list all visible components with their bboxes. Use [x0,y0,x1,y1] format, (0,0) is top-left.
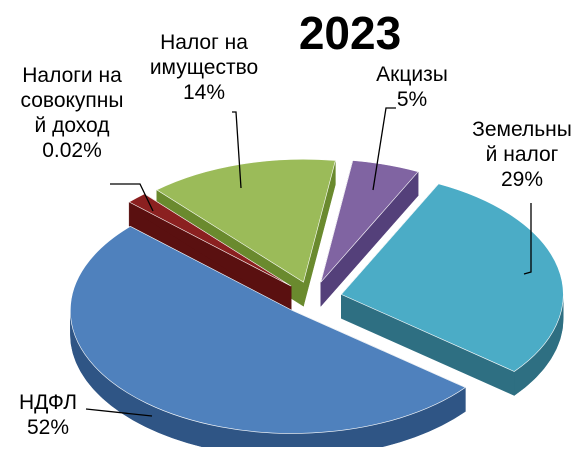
slice-5 [320,160,419,307]
slice-label-4-line-3: 14% [183,81,225,104]
leader-line-5 [372,107,396,191]
slice-top [70,226,466,434]
slice-1 [340,183,564,396]
leader-line-3 [110,183,154,212]
slice-3 [128,193,292,311]
slice-label-4-line-2: имущество [150,56,258,79]
slice-top [340,183,564,372]
leader-line-4 [232,111,242,189]
slices-layer [70,158,564,452]
leader-line-1 [523,203,532,275]
slice-label-3-line-4: 0.02% [42,139,102,162]
slice-top [156,158,336,283]
slice-label-3-line-2: совокупны [20,89,123,112]
slice-label-3-line-1: Налоги на [22,64,122,87]
leader-lines [85,107,532,417]
slice-label-4-line-1: Налог на [160,31,248,54]
slice-label-1-line-1: Земельны [472,118,572,141]
slice-2 [70,225,466,452]
slice-label-5-line-2: 5% [397,88,427,111]
slice-label-2-line-2: 52% [27,416,69,439]
leader-line-2 [85,408,153,417]
slice-label-5-line-1: Акцизы [376,63,448,86]
slice-label-3-line-3: й доход [35,114,110,137]
slice-label-1-line-3: 29% [501,168,543,191]
slice-label-1-line-2: й налог [486,143,559,166]
slice-label-2-line-1: НДФЛ [19,391,77,414]
chart-title: 2023 [299,7,401,59]
slice-top [320,160,419,283]
